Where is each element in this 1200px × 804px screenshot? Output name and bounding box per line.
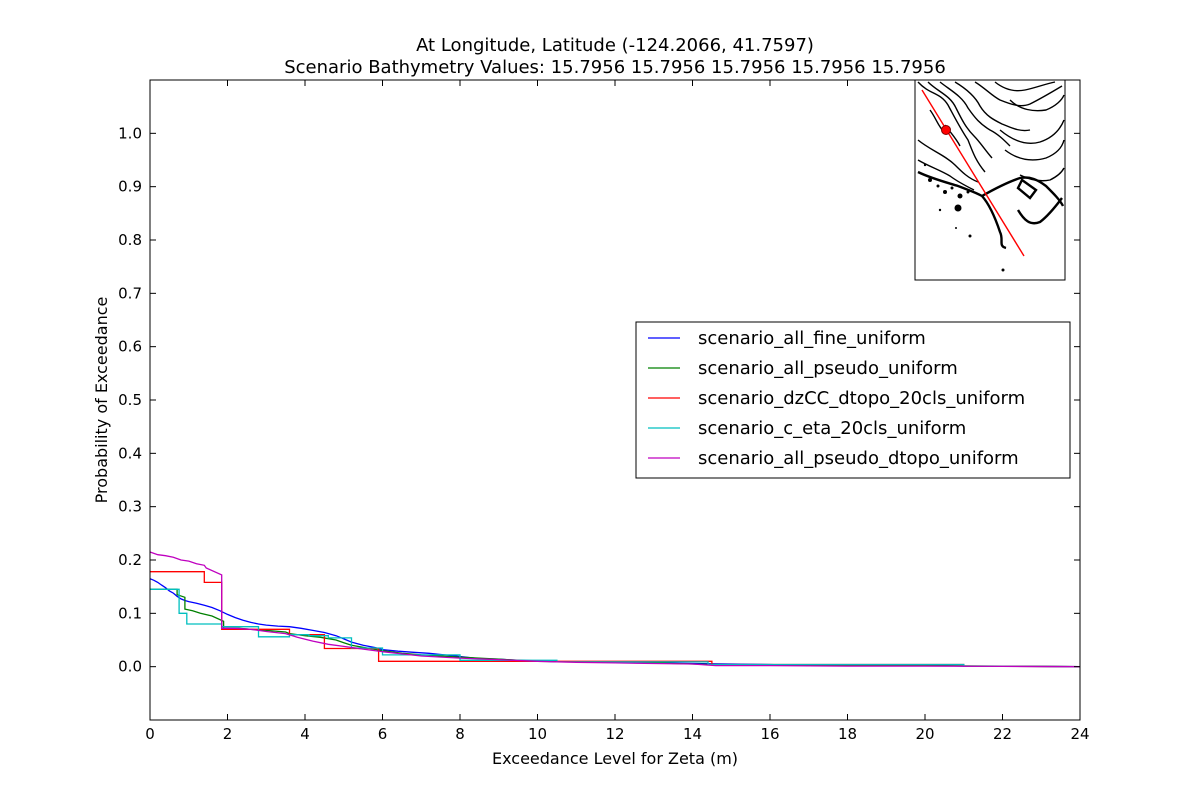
y-tick-label: 0.7 [118,284,142,302]
plot-lines [149,551,1081,668]
chart-title-line-2: Scenario Bathymetry Values: 15.7956 15.7… [284,57,946,78]
x-axis-label: Exceedance Level for Zeta (m) [492,749,738,768]
x-tick-label: 12 [605,725,624,743]
legend-label: scenario_all_fine_uniform [698,328,926,349]
x-tick-label: 2 [223,725,233,743]
y-tick-label: 0.8 [118,231,142,249]
y-tick-label: 0.4 [118,444,142,462]
legend-label: scenario_dzCC_dtopo_20cls_uniform [698,388,1025,409]
legend-items: scenario_all_fine_uniform scenario_all_ps… [648,328,1025,469]
y-tick-label: 0.0 [118,658,142,676]
y-tick-label: 0.9 [118,178,142,196]
x-tick-label: 22 [993,725,1012,743]
legend-box [635,321,1071,479]
x-tick-label: 8 [455,725,465,743]
plot-area-frame [149,79,1081,721]
x-tick-label: 20 [915,725,934,743]
chart-title-line-1: At Longitude, Latitude (-124.2066, 41.75… [416,35,814,56]
location-map-inset [914,79,1066,281]
y-tick-label: 0.2 [118,551,142,569]
series-line-0 [149,578,1081,668]
series-line-3 [150,588,1081,668]
x-tick-label: 18 [838,725,857,743]
legend: scenario_all_fine_uniform scenario_all_ps… [635,321,1071,479]
x-tick-label: 10 [528,725,547,743]
x-tick-label: 16 [760,725,779,743]
y-tick-label: 1.0 [118,124,142,142]
islands [923,163,1005,272]
series-line-4 [149,551,1081,668]
x-tick-labels: 0 2 4 6 8 10 12 14 16 18 20 22 24 [145,725,1089,743]
x-tick-label: 0 [145,725,155,743]
y-tick-label: 0.5 [118,391,142,409]
y-tick-labels: 0.0 0.1 0.2 0.3 0.4 0.5 0.6 0.7 0.8 0.9 1.0 [118,124,142,675]
series-line-1 [150,588,1081,668]
x-tick-label: 14 [683,725,702,743]
x-tick-label: 6 [378,725,388,743]
transect-line [921,89,1025,257]
y-axis-label: Probability of Exceedance [92,297,111,504]
legend-label: scenario_c_eta_20cls_uniform [698,418,966,439]
y-tick-label: 0.1 [118,604,142,622]
location-marker [941,125,951,135]
y-tick-label: 0.6 [118,338,142,356]
series-line-2 [150,571,1081,668]
coastline-contours [917,81,1065,191]
y-tick-label: 0.3 [118,498,142,516]
x-tick-label: 4 [300,725,310,743]
x-tick-label: 24 [1070,725,1089,743]
coastline-shore [917,170,1065,250]
legend-label: scenario_all_pseudo_uniform [698,358,958,379]
legend-label: scenario_all_pseudo_dtopo_uniform [698,448,1019,469]
